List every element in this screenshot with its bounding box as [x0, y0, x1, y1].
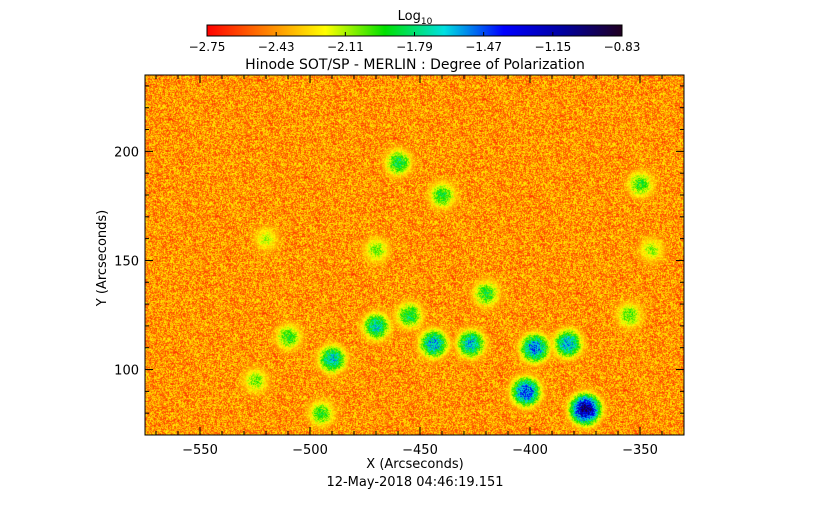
- x-tick-label: −400: [512, 443, 548, 458]
- plot-frame: [144, 74, 685, 436]
- colorbar-tick-label: −0.83: [604, 40, 641, 54]
- colorbar-tick-label: −2.43: [258, 40, 295, 54]
- colorbar-label-base: Log: [398, 9, 421, 24]
- y-tick-label: 100: [114, 364, 139, 379]
- colorbar: Log10 −2.75 −2.43 −2.11 −1.79 −1.47 −1.15 −0.8…: [189, 9, 641, 54]
- observation-date: 12-May-2018 04:46:19.151: [326, 475, 503, 490]
- colorbar-tick-label: −2.75: [189, 40, 226, 54]
- colorbar-tick-label: −1.47: [465, 40, 502, 54]
- x-tick-label: −450: [402, 443, 438, 458]
- colorbar-ticks: −2.75 −2.43 −2.11 −1.79 −1.47 −1.15 −0.83: [189, 32, 641, 54]
- x-axis: −550 −500 −450 −400 −350: [155, 75, 685, 458]
- heatmap-image: [145, 75, 684, 435]
- colorbar-tick-label: −1.15: [534, 40, 571, 54]
- colorbar-tick-label: −1.79: [396, 40, 433, 54]
- y-axis: 100 150 200: [114, 85, 684, 436]
- colorbar-tick-label: −2.11: [327, 40, 364, 54]
- x-tick-label: −350: [622, 443, 658, 458]
- colorbar-label: Log10: [398, 9, 433, 27]
- x-tick-label: −500: [292, 443, 328, 458]
- y-axis-label: Y (Arcseconds): [95, 210, 110, 307]
- chart-title: Hinode SOT/SP - MERLIN : Degree of Polar…: [245, 57, 585, 73]
- x-tick-label: −550: [182, 443, 218, 458]
- colorbar-label-sub: 10: [421, 17, 433, 27]
- y-tick-label: 150: [114, 254, 139, 269]
- y-tick-label: 200: [114, 145, 139, 160]
- x-axis-label: X (Arcseconds): [366, 457, 463, 472]
